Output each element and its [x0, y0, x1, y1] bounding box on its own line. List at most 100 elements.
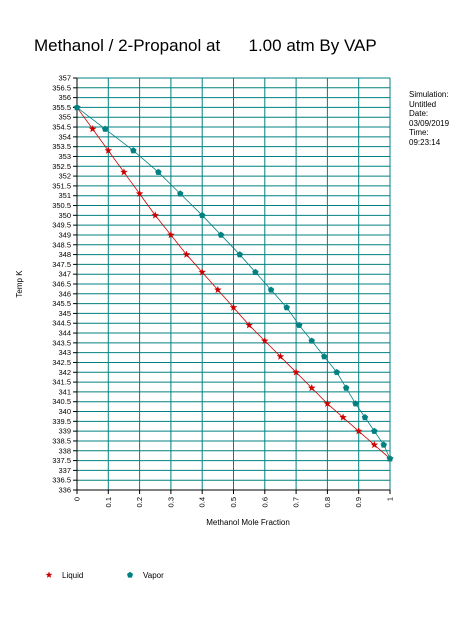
- y-tick-label: 341: [58, 387, 71, 396]
- liquid-point: [151, 211, 160, 219]
- liquid-point: [245, 321, 253, 329]
- y-tick-label: 353.5: [52, 142, 71, 151]
- y-tick-label: 357: [58, 74, 71, 83]
- vapor-point: [267, 286, 275, 293]
- y-tick-label: 352.5: [52, 162, 71, 171]
- y-tick-label: 354.5: [52, 123, 71, 132]
- y-tick-label: 341.5: [52, 378, 71, 387]
- vapor-point: [283, 304, 290, 311]
- x-tick-label: 0: [73, 497, 82, 501]
- y-tick-label: 350.5: [52, 201, 71, 210]
- y-tick-label: 344.5: [52, 319, 71, 328]
- liquid-point: [370, 440, 379, 449]
- y-tick-label: 356.5: [52, 83, 71, 92]
- x-tick-label: 0.9: [354, 497, 363, 507]
- liquid-point: [323, 399, 332, 407]
- y-tick-label: 345: [58, 309, 71, 318]
- vapor-point: [361, 414, 369, 421]
- vapor-point: [342, 384, 350, 391]
- y-tick-label: 346.5: [52, 280, 71, 289]
- liquid-point: [104, 146, 113, 154]
- vapor-point: [296, 321, 303, 328]
- vapor-point: [252, 268, 259, 275]
- y-tick-label: 355.5: [52, 103, 71, 112]
- y-tick-label: 353: [58, 152, 71, 161]
- date-value: 03/09/2019: [409, 118, 450, 128]
- time-value: 09:23:14: [409, 137, 441, 147]
- y-tick-label: 347: [58, 270, 71, 279]
- legend-liquid: Liquid: [44, 570, 83, 580]
- y-tick-label: 355: [58, 113, 71, 122]
- x-tick-label: 0.5: [229, 497, 238, 507]
- y-tick-label: 343: [58, 348, 71, 357]
- y-tick-label: 349.5: [52, 221, 71, 230]
- y-tick-label: 344: [58, 329, 71, 338]
- y-tick-label: 345.5: [52, 299, 71, 308]
- y-tick-label: 339: [58, 427, 71, 436]
- simulation-value: Untitled: [409, 99, 437, 109]
- date-label: Date:: [409, 109, 429, 118]
- legend-vapor: Vapor: [125, 570, 164, 580]
- x-tick-label: 0.6: [260, 497, 269, 507]
- vapor-point: [177, 190, 184, 197]
- vapor-point: [308, 337, 315, 344]
- simulation-info: Simulation: Untitled Date: 03/09/2019 Ti…: [409, 90, 449, 147]
- pentagon-icon: [126, 571, 134, 578]
- liquid-point: [135, 189, 144, 198]
- x-tick-label: 0.4: [198, 497, 207, 507]
- liquid-point: [276, 352, 285, 360]
- y-tick-label: 337: [58, 466, 71, 475]
- y-tick-label: 337.5: [52, 456, 71, 465]
- y-tick-label: 349: [58, 230, 71, 239]
- y-tick-label: 338.5: [52, 436, 71, 445]
- liquid-point: [120, 168, 128, 176]
- y-tick-label: 346: [58, 289, 71, 298]
- liquid-point: [260, 336, 269, 345]
- y-tick-label: 347.5: [52, 260, 71, 269]
- y-tick-label: 343.5: [52, 338, 71, 347]
- x-tick-label: 0.2: [135, 497, 144, 507]
- y-tick-label: 350: [58, 211, 71, 220]
- liquid-point: [292, 368, 300, 376]
- vapor-point: [236, 251, 243, 258]
- vapor-point: [386, 455, 394, 462]
- grid-lines: [76, 77, 391, 491]
- vapor-point: [380, 441, 387, 448]
- x-axis-label: Methanol Mole Fraction: [206, 518, 290, 527]
- data-series: [73, 103, 394, 462]
- vapor-point: [73, 104, 81, 111]
- y-tick-label: 339.5: [52, 417, 71, 426]
- x-tick-label: 0.7: [292, 497, 301, 507]
- vapor-point: [217, 231, 225, 238]
- x-tick-label: 0.3: [166, 497, 175, 507]
- x-tick-label: 0.8: [323, 497, 332, 507]
- simulation-label: Simulation:: [409, 90, 449, 99]
- liquid-point: [214, 285, 222, 294]
- vapor-point: [352, 400, 359, 407]
- vapor-point: [101, 125, 109, 132]
- liquid-point: [167, 230, 175, 239]
- liquid-point: [339, 413, 347, 421]
- x-tick-label: 1: [386, 497, 395, 501]
- vapor-point: [371, 427, 378, 434]
- y-axis-label: Temp K: [15, 270, 24, 298]
- star-icon: [45, 571, 53, 578]
- y-tick-label: 336.5: [52, 476, 71, 485]
- y-tick-label: 338: [58, 446, 71, 455]
- vapor-point: [321, 353, 328, 360]
- y-tick-label: 336: [58, 486, 71, 495]
- liquid-point: [88, 124, 97, 133]
- y-tick-label: 348: [58, 250, 71, 259]
- y-tick-label: 352: [58, 172, 71, 181]
- vapor-point: [198, 211, 206, 219]
- y-tick-label: 356: [58, 93, 71, 102]
- legend-liquid-label: Liquid: [62, 570, 84, 580]
- y-tick-label: 342: [58, 368, 71, 377]
- vapor-point: [130, 147, 137, 154]
- legend-vapor-label: Vapor: [143, 570, 164, 580]
- y-tick-label: 340: [58, 407, 71, 416]
- x-tick-label: 0.1: [104, 497, 113, 507]
- tick-labels: 336336.5337337.5338338.5339339.5340340.5…: [52, 74, 394, 508]
- liquid-point: [229, 303, 238, 311]
